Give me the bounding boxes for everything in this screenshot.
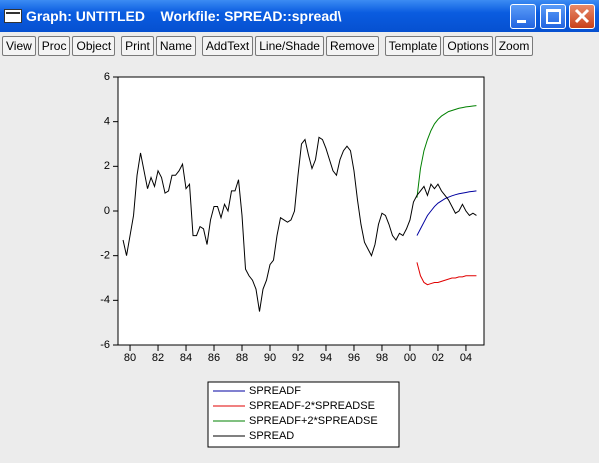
toolbar-button[interactable]: Proc (37, 36, 71, 56)
x-tick-label: 94 (320, 352, 332, 364)
y-tick-label: -2 (100, 250, 110, 262)
toolbar-button[interactable]: Zoom (494, 36, 534, 56)
y-tick-label: -4 (100, 294, 110, 306)
toolbar-button[interactable]: AddText (201, 36, 254, 56)
x-tick-label: 80 (124, 352, 136, 364)
x-tick-label: 00 (404, 352, 416, 364)
y-tick-label: 2 (104, 160, 110, 172)
x-tick-label: 98 (376, 352, 388, 364)
toolbar-group: AddText Line/Shade Remove (201, 36, 379, 56)
plot-area (117, 76, 485, 346)
y-tick-label: 4 (104, 116, 110, 128)
window-icon (4, 9, 22, 23)
title-bar: Graph: UNTITLED Workfile: SPREAD::spread… (0, 0, 599, 32)
toolbar-button[interactable]: View (2, 36, 36, 56)
x-tick-label: 86 (208, 352, 220, 364)
x-tick-label: 92 (292, 352, 304, 364)
close-icon (574, 8, 590, 24)
toolbar-button[interactable]: Template (384, 36, 442, 56)
x-tick-label: 82 (152, 352, 164, 364)
toolbar-button[interactable]: Object (72, 36, 116, 56)
window-title: Graph: UNTITLED Workfile: SPREAD::spread… (26, 8, 342, 24)
x-tick-label: 04 (460, 352, 472, 364)
legend-label: SPREAD (249, 430, 294, 442)
legend-label: SPREADF-2*SPREADSE (249, 400, 375, 412)
legend-label: SPREADF (249, 385, 301, 397)
toolbar: View Proc Object Print Name AddText Line/Shade… (2, 36, 534, 56)
toolbar-button[interactable]: Line/Shade (255, 36, 324, 56)
series-line (416, 105, 477, 198)
x-tick-label: 96 (348, 352, 360, 364)
maximize-button[interactable] (540, 4, 566, 29)
x-tick-label: 02 (432, 352, 444, 364)
toolbar-button[interactable]: Options (443, 36, 493, 56)
legend-label: SPREADF+2*SPREADSE (249, 415, 378, 427)
series-line (416, 262, 477, 286)
minimize-button[interactable] (510, 4, 536, 29)
toolbar-group: View Proc Object (2, 36, 116, 56)
series-line (416, 190, 477, 236)
y-tick-label: -6 (100, 339, 110, 351)
x-tick-label: 90 (264, 352, 276, 364)
y-tick-label: 0 (104, 205, 110, 217)
toolbar-button[interactable]: Print (121, 36, 154, 56)
legend (207, 381, 400, 448)
toolbar-group: Print Name (121, 36, 196, 56)
series-line (122, 136, 477, 312)
close-button[interactable] (569, 4, 595, 29)
x-tick-label: 84 (180, 352, 192, 364)
y-tick-label: 6 (104, 71, 110, 83)
toolbar-button[interactable]: Remove (325, 36, 379, 56)
x-tick-label: 88 (236, 352, 248, 364)
toolbar-group: Template Options Zoom (384, 36, 534, 56)
toolbar-button[interactable]: Name (155, 36, 196, 56)
